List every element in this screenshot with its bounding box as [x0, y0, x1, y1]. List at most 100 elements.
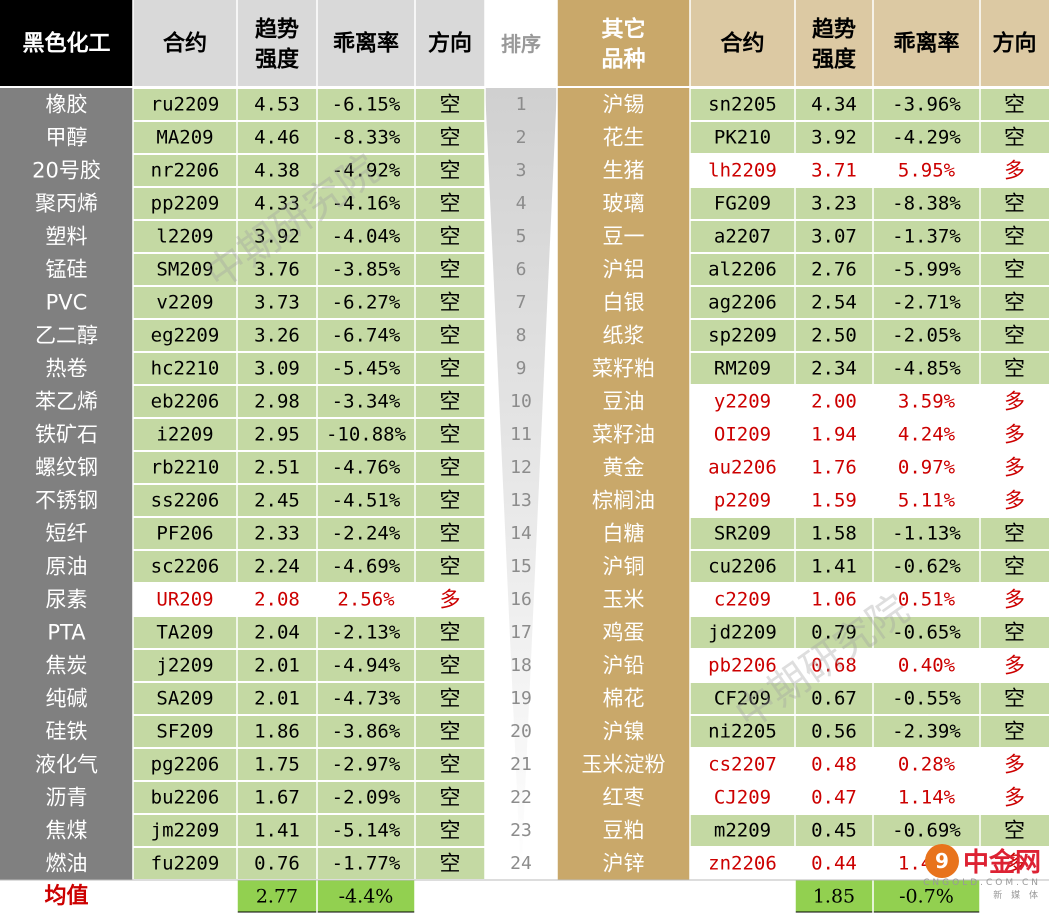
right-category-cell — [557, 550, 690, 583]
left-direction: 空 — [440, 720, 461, 744]
rank-number: 2 — [516, 127, 527, 148]
left-deviation: -2.97% — [332, 754, 401, 776]
right-name: 玻璃 — [603, 192, 645, 216]
right-row-bg — [690, 452, 1049, 483]
right-contract: lh2209 — [708, 160, 777, 182]
rank-number: 17 — [510, 622, 532, 643]
right-deviation: -0.65% — [892, 622, 961, 644]
left-row-bg — [133, 782, 485, 813]
rank-number: 4 — [516, 193, 527, 214]
left-name: 液化气 — [35, 753, 98, 777]
header-category-cell — [0, 0, 133, 86]
right-category-cell — [557, 682, 690, 715]
header-category: 黑色化工 — [22, 31, 110, 57]
header-cell — [133, 0, 237, 86]
right-name: 生猪 — [603, 159, 645, 183]
right-trend: 1.94 — [811, 424, 857, 446]
right-category-cell — [557, 319, 690, 352]
left-deviation: -10.88% — [326, 424, 407, 446]
left-contract: i2209 — [156, 424, 213, 446]
left-direction: 多 — [440, 588, 461, 612]
left-category-cell — [0, 715, 133, 748]
left-avg-trend: 2.77 — [256, 886, 298, 908]
left-category-cell — [0, 484, 133, 517]
right-contract: ni2205 — [708, 721, 777, 743]
right-contract: sn2205 — [708, 94, 777, 116]
left-deviation: -4.94% — [332, 655, 401, 677]
right-contract: jd2209 — [708, 622, 777, 644]
left-row-bg — [133, 518, 485, 549]
left-trend: 1.41 — [254, 820, 300, 842]
left-row-bg — [133, 89, 485, 120]
left-contract: SA209 — [156, 688, 213, 710]
left-deviation: -5.14% — [332, 820, 401, 842]
right-row-bg — [690, 122, 1049, 153]
rank-number: 6 — [516, 259, 527, 280]
right-contract: a2207 — [714, 226, 771, 248]
left-trend: 3.92 — [254, 226, 300, 248]
right-direction: 空 — [1004, 324, 1025, 348]
left-name: 硅铁 — [46, 720, 88, 744]
right-contract: ag2206 — [708, 292, 777, 314]
right-direction: 多 — [1004, 159, 1025, 183]
left-trend: 3.09 — [254, 358, 300, 380]
right-row-bg — [690, 749, 1049, 780]
rank-number: 18 — [510, 655, 532, 676]
right-direction: 多 — [1004, 786, 1025, 810]
right-deviation: 0.40% — [898, 655, 956, 677]
left-contract: UR209 — [156, 589, 213, 611]
left-direction: 空 — [440, 258, 461, 282]
header-cell — [237, 0, 317, 86]
left-contract: fu2209 — [151, 853, 220, 875]
right-trend: 1.06 — [811, 589, 857, 611]
left-deviation: -8.33% — [332, 127, 401, 149]
left-direction: 空 — [440, 126, 461, 150]
right-category-cell — [557, 88, 690, 121]
left-contract: l2209 — [156, 226, 213, 248]
left-category-cell — [0, 550, 133, 583]
right-direction: 空 — [1004, 225, 1025, 249]
right-category-cell — [557, 187, 690, 220]
right-name: 豆一 — [603, 225, 645, 249]
left-deviation: -4.69% — [332, 556, 401, 578]
left-trend: 2.98 — [254, 391, 300, 413]
right-deviation: -1.13% — [892, 523, 961, 545]
left-trend: 1.67 — [254, 787, 300, 809]
rank-number: 8 — [516, 325, 527, 346]
right-row-bg — [690, 386, 1049, 417]
right-trend: 1.59 — [811, 490, 857, 512]
right-category-cell — [557, 154, 690, 187]
right-name: 棕榈油 — [592, 489, 655, 513]
left-row-bg — [133, 815, 485, 846]
rank-number: 9 — [516, 358, 527, 379]
right-deviation: -0.55% — [892, 688, 961, 710]
right-contract: RM209 — [714, 358, 771, 380]
left-category-cell — [0, 847, 133, 880]
right-deviation: 5.95% — [898, 160, 956, 182]
left-deviation: -2.13% — [332, 622, 401, 644]
header-other-category-line2: 品种 — [601, 48, 645, 73]
left-row-bg — [133, 716, 485, 747]
left-category-cell — [0, 286, 133, 319]
rank-number: 5 — [516, 226, 527, 247]
left-category-cell — [0, 187, 133, 220]
left-name: 纯碱 — [46, 687, 88, 711]
left-trend: 3.76 — [254, 259, 300, 281]
left-trend: 2.08 — [254, 589, 300, 611]
left-trend: 2.01 — [254, 688, 300, 710]
logo-text: 中金网 — [962, 848, 1041, 878]
right-name: 菜籽粕 — [592, 357, 655, 381]
left-contract: SF209 — [156, 721, 213, 743]
right-contract: y2209 — [714, 391, 771, 413]
rank-number: 24 — [510, 853, 532, 874]
left-contract: bu2206 — [151, 787, 220, 809]
right-row-bg — [690, 221, 1049, 252]
right-deviation: -8.38% — [892, 193, 961, 215]
right-direction: 空 — [1004, 357, 1025, 381]
rank-number: 15 — [510, 556, 532, 577]
rank-number: 7 — [516, 292, 527, 313]
left-direction: 空 — [440, 786, 461, 810]
logo-icon: 9 — [924, 843, 959, 878]
right-contract: CF209 — [714, 688, 771, 710]
right-direction: 空 — [1004, 555, 1025, 579]
